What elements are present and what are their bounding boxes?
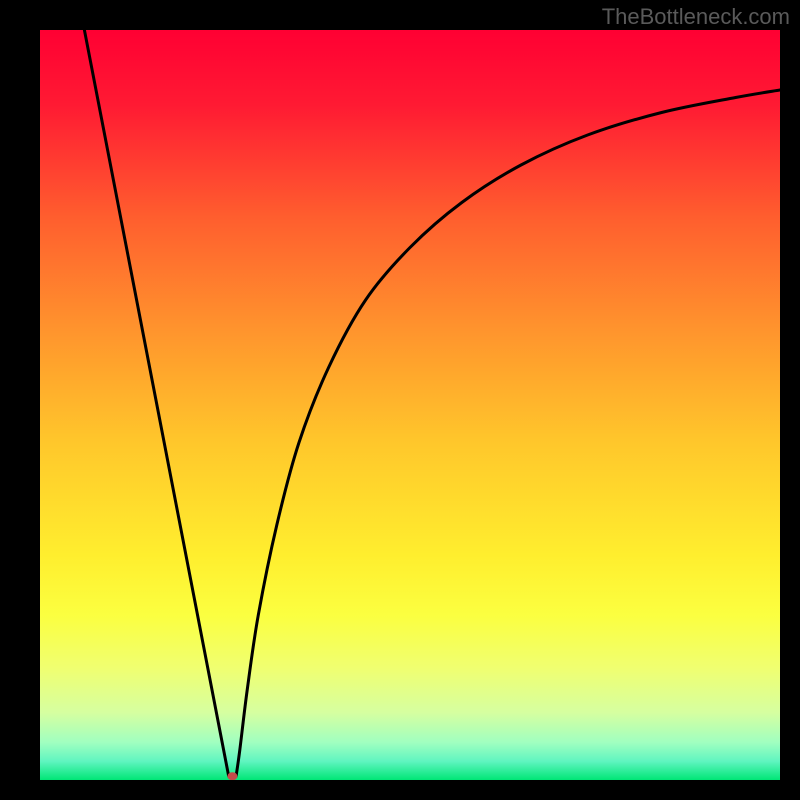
bottleneck-curve [40,30,780,780]
bottleneck-curve-path [84,30,780,776]
chart-container: TheBottleneck.com [0,0,800,800]
watermark-text: TheBottleneck.com [602,4,790,30]
plot-area [40,30,780,780]
minimum-marker [227,772,237,780]
